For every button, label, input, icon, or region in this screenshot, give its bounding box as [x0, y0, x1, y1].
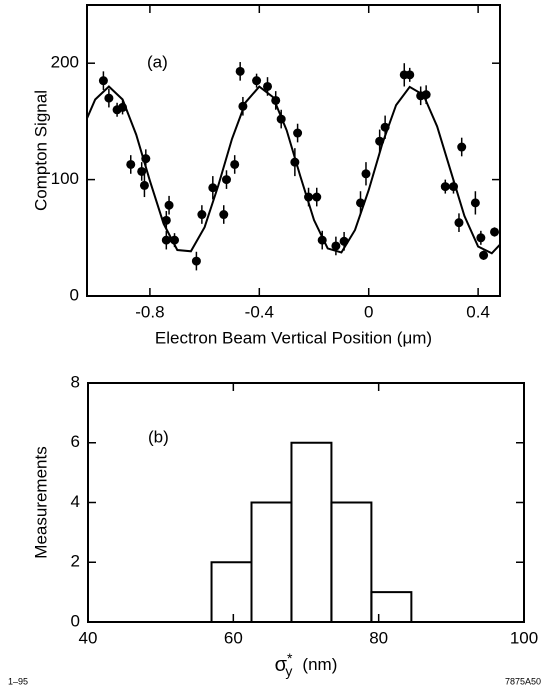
x-tick-label: 0.4: [466, 302, 490, 321]
x-label-symbol: σ: [275, 654, 288, 676]
data-point: [449, 182, 459, 192]
data-point: [331, 241, 341, 251]
x-tick-label: 0: [364, 302, 373, 321]
data-point: [339, 236, 349, 246]
y-tick-label: 200: [51, 53, 79, 72]
data-point: [104, 93, 114, 103]
y-tick-label: 2: [71, 552, 80, 571]
data-point: [161, 235, 171, 245]
data-point: [137, 166, 147, 176]
x-tick-label: 40: [79, 628, 98, 647]
histogram-bar: [250, 501, 293, 623]
y-tick-label: 0: [71, 611, 80, 630]
y-axis-label: Measurements: [31, 446, 50, 558]
x-label-subscript: y: [285, 663, 292, 679]
data-point: [271, 95, 281, 105]
footer-right: 7875A50: [505, 676, 541, 686]
data-point: [293, 128, 303, 138]
x-tick-label: 60: [224, 628, 243, 647]
data-point: [98, 76, 108, 86]
fit-curve: [86, 85, 501, 255]
y-tick-label: 6: [71, 432, 80, 451]
data-point: [235, 66, 245, 76]
data-point: [290, 157, 300, 167]
data-point: [421, 90, 431, 100]
data-point: [263, 81, 273, 91]
data-point: [312, 192, 322, 202]
panel-label: (b): [148, 427, 169, 446]
data-point: [197, 210, 207, 220]
data-point: [454, 218, 464, 228]
data-point: [380, 122, 390, 132]
data-point: [304, 192, 314, 202]
y-tick-label: 0: [70, 285, 79, 304]
data-point: [276, 114, 286, 124]
histogram-bar: [290, 441, 333, 623]
data-point: [252, 76, 262, 86]
x-tick-label: -0.8: [135, 302, 164, 321]
data-point: [405, 70, 415, 80]
y-tick-label: 100: [51, 169, 79, 188]
plot-frame: [86, 4, 501, 297]
data-point: [457, 142, 467, 152]
data-point: [170, 235, 180, 245]
panel-label: (a): [147, 52, 168, 71]
x-axis-label: Electron Beam Vertical Position (μm): [155, 328, 432, 347]
data-point: [317, 235, 327, 245]
x-axis-label: σ* y (nm): [275, 650, 338, 679]
data-point: [470, 198, 480, 208]
data-point: [164, 200, 174, 210]
data-point: [356, 198, 366, 208]
histogram-bar: [210, 561, 253, 623]
data-point: [221, 175, 231, 185]
data-point: [141, 154, 151, 164]
data-point: [238, 101, 248, 111]
x-tick-label: -0.4: [245, 302, 274, 321]
data-point: [118, 102, 128, 112]
data-point: [161, 215, 171, 225]
data-point: [219, 210, 229, 220]
data-point: [191, 256, 201, 266]
data-point: [440, 182, 450, 192]
x-label-superscript: *: [287, 650, 293, 666]
y-tick-label: 8: [71, 372, 80, 391]
y-axis-label: Compton Signal: [31, 90, 50, 211]
data-point: [490, 227, 500, 237]
data-point: [126, 159, 136, 169]
data-point: [375, 136, 385, 146]
data-point: [476, 233, 486, 243]
footer-left: 1–95: [8, 676, 28, 686]
x-tick-label: 80: [369, 628, 388, 647]
data-point: [139, 180, 149, 190]
data-point: [479, 250, 489, 260]
x-tick-label: 100: [510, 628, 538, 647]
data-point: [208, 183, 218, 193]
histogram-bar: [370, 591, 413, 623]
histogram-bar: [330, 501, 373, 623]
data-point: [361, 169, 371, 179]
y-tick-label: 4: [71, 492, 80, 511]
data-point: [230, 159, 240, 169]
plot-frame: [87, 382, 525, 623]
x-label-unit: (nm): [302, 655, 337, 674]
